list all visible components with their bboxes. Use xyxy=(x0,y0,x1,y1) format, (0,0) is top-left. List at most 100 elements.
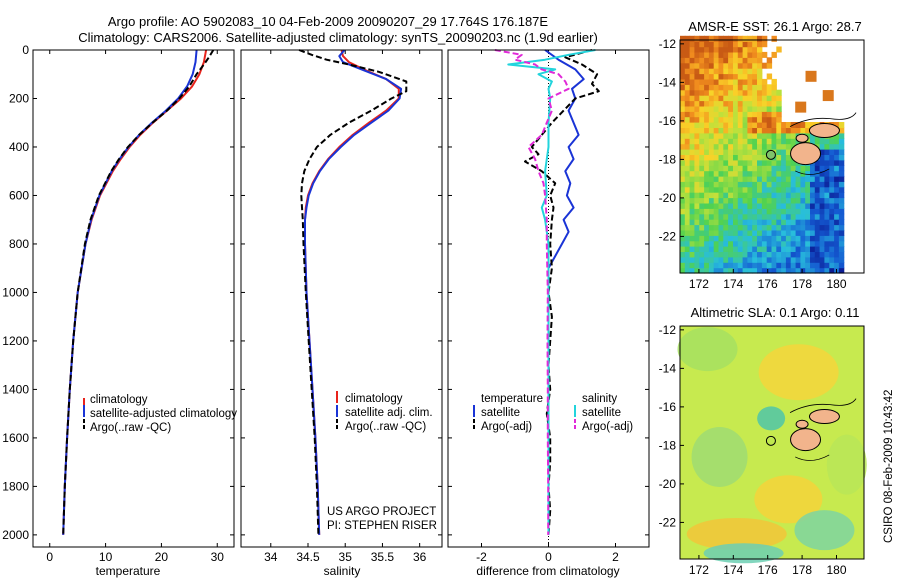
sst-cell xyxy=(689,235,695,242)
sst-cell xyxy=(757,246,763,252)
sst-cell xyxy=(795,122,801,128)
sst-cell xyxy=(699,51,705,58)
sst-cell xyxy=(766,116,773,123)
sst-cell xyxy=(781,262,787,269)
sst-cell xyxy=(733,46,739,53)
sst-cell xyxy=(805,208,811,215)
sst-cell xyxy=(723,46,729,53)
sst-cell xyxy=(752,208,758,215)
sst-cell xyxy=(684,149,691,155)
sst-cell xyxy=(752,202,758,209)
sst-cell xyxy=(752,138,758,145)
sst-cell xyxy=(728,122,734,128)
sst-cell xyxy=(713,73,720,80)
sst-cell xyxy=(694,186,700,193)
sst-cell xyxy=(757,132,763,139)
sst-cell xyxy=(761,170,768,177)
sst-cell xyxy=(728,159,734,166)
sst-cell xyxy=(834,175,840,182)
sst-cell xyxy=(795,181,801,188)
sst-cell xyxy=(814,235,821,242)
sst-cell xyxy=(747,35,753,42)
sst-cell xyxy=(699,46,705,53)
sst-cell xyxy=(723,73,729,80)
sst-cell xyxy=(771,100,777,107)
sst-cell xyxy=(752,68,758,75)
sst-cell xyxy=(742,256,748,263)
sst-cell xyxy=(733,219,739,226)
sst-cell xyxy=(699,256,705,263)
sst-cell xyxy=(733,122,739,128)
sst-cell xyxy=(718,224,724,231)
sst-cell xyxy=(713,170,720,177)
sst-cell xyxy=(733,165,739,172)
sst-cell xyxy=(728,57,734,64)
sst-cell xyxy=(728,202,734,209)
sst-cell xyxy=(805,256,811,263)
sst-cell xyxy=(766,240,773,247)
sst-cell xyxy=(824,143,830,150)
sst-cell xyxy=(694,57,700,64)
sst-cell xyxy=(708,105,715,112)
sst-cell xyxy=(742,262,748,269)
sst-cell xyxy=(737,46,744,53)
sst-cell xyxy=(761,127,768,134)
sst-cell xyxy=(684,122,691,128)
sst-cell xyxy=(785,138,792,145)
sst-cell xyxy=(728,267,734,274)
sst-cell xyxy=(752,149,758,155)
sst-cell xyxy=(785,154,792,161)
sst-cell xyxy=(757,84,763,91)
sst-cell xyxy=(684,73,691,80)
sst-cell xyxy=(761,84,768,91)
sst-cell xyxy=(689,57,695,64)
sst-cell xyxy=(680,224,686,231)
map-y-tick-label: -18 xyxy=(659,438,677,452)
sst-cell xyxy=(689,186,695,193)
sst-cell xyxy=(752,251,758,258)
sst-cell xyxy=(747,186,753,193)
sst-cell xyxy=(694,159,700,166)
sla-map-title: Altimetric SLA: 0.1 Argo: 0.11 xyxy=(691,305,860,320)
salinity-legend-argo: Argo(..raw -QC) xyxy=(345,421,426,433)
sst-cell xyxy=(704,202,710,209)
sst-cell xyxy=(689,175,695,182)
sst-cell xyxy=(728,62,734,69)
sst-cell xyxy=(713,68,720,75)
sst-cell xyxy=(708,116,715,123)
sst-cell xyxy=(708,208,715,215)
sst-cell xyxy=(761,89,768,96)
sst-cell xyxy=(694,181,700,188)
sst-cell xyxy=(824,181,830,188)
sst-cell xyxy=(771,181,777,188)
sst-cell xyxy=(810,165,816,172)
sst-cell xyxy=(742,89,748,96)
sst-cell xyxy=(680,95,686,102)
sst-cell xyxy=(800,213,806,220)
sst-cell xyxy=(713,262,720,269)
sst-cell xyxy=(694,256,700,263)
sst-cell xyxy=(790,262,797,269)
map-frame xyxy=(679,39,865,274)
sst-cell xyxy=(747,154,753,161)
sst-cell xyxy=(733,132,739,139)
difference-legend-sal-satellite: satellite xyxy=(582,407,621,419)
sst-cell xyxy=(781,229,787,236)
x-tick-label: 20 xyxy=(155,550,169,564)
sst-cell xyxy=(723,78,729,85)
sst-cell xyxy=(757,127,763,134)
sst-cell xyxy=(723,181,729,188)
sst-cell xyxy=(829,256,835,263)
sst-cell xyxy=(810,181,816,188)
sst-cell xyxy=(805,138,811,145)
series-line-climatology xyxy=(62,49,208,535)
sst-cell xyxy=(742,138,748,145)
sst-cell xyxy=(699,186,705,193)
sst-cell xyxy=(819,235,825,242)
sst-cell xyxy=(680,138,686,145)
sst-cell xyxy=(838,159,845,166)
sst-cell xyxy=(723,202,729,209)
sst-cell xyxy=(785,262,792,269)
sst-cell xyxy=(680,246,686,252)
sst-cell xyxy=(742,170,748,177)
